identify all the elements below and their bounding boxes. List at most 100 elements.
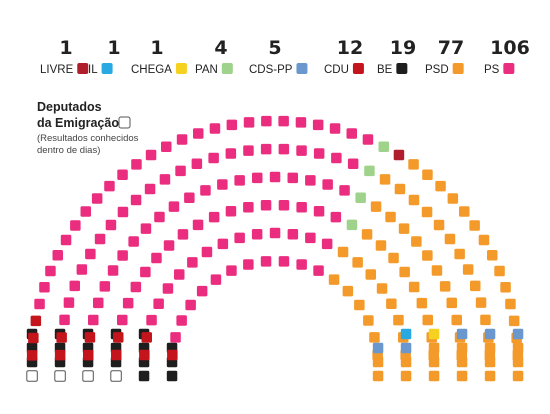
seat-ps [313,206,325,217]
seat-psd [369,332,380,343]
seat-ps [329,123,341,134]
seat-ps [88,314,99,326]
seat-psd [328,274,340,285]
seat-ps [45,265,56,277]
seat-ps [104,180,115,192]
seat-psd [398,223,410,234]
legend-swatch-cdu [352,63,364,74]
note-title-line1: Deputados [37,100,102,114]
seat-psd [456,356,468,368]
seat-cds-pp [400,342,412,354]
seat-ps [278,256,290,267]
seat-psd [416,297,428,309]
legend-label-pan: PAN [195,64,218,76]
seat-psd [447,193,459,204]
seat-ps [176,315,187,326]
seat-cdu [111,349,122,361]
seat-psd [376,283,388,294]
seat-psd [400,370,412,382]
seat-ps [269,227,281,239]
seat-psd [456,370,468,382]
seat-ps [131,159,142,170]
seat-ps [330,211,342,223]
seat-ps [184,192,195,203]
seat-psd [370,201,382,212]
seat-ps [278,200,290,211]
seat-ps [312,119,324,131]
seat-psd [470,280,481,292]
seat-pan [378,141,389,152]
seat-ps [208,211,220,223]
seat-psd [494,265,505,277]
seat-ps [122,297,134,309]
seat-psd [428,356,440,368]
seat-ps [191,158,203,169]
seat-cdu [141,332,152,343]
seat-psd [385,211,396,223]
seat-psd [400,356,412,368]
seat-psd [411,236,422,247]
legend-label-ps: PS [484,64,500,76]
seat-ps [59,314,70,326]
seat-ps [278,115,289,127]
seat-ps [243,259,254,270]
seat-ps [93,297,104,309]
seat-ps [251,229,263,240]
seat-ps [144,183,156,195]
seat-emigration [82,370,94,382]
seat-be [166,370,178,382]
seat-ps [34,298,45,310]
seat-ps [225,148,237,159]
seat-ps [362,134,374,145]
seat-ps [63,297,75,308]
seat-cds-pp [484,328,496,340]
seat-cdu [167,349,178,361]
legend-label-psd: PSD [425,64,449,76]
seat-psd [422,169,433,180]
seat-ps [176,134,188,145]
seat-be [138,370,150,382]
seat-ps [305,232,316,244]
seat-psd [428,370,440,382]
seat-psd [469,220,480,231]
seat-ps [208,152,219,164]
seat-psd [444,233,456,245]
seat-psd [421,206,433,218]
seat-ps [193,128,204,139]
seat-ps [128,236,139,247]
seat-psd [484,342,496,354]
seat-ps [210,274,222,285]
legend-label-cdu: CDU [324,64,349,76]
seat-psd [454,248,465,260]
seat-ps [159,174,171,185]
seat-ps [168,201,180,212]
seat-psd [478,234,490,246]
seat-ps [192,219,204,231]
seat-ps [260,143,272,155]
seat-psd [372,356,384,368]
seat-ps [313,148,325,159]
seat-ps [226,119,238,131]
seat-cdu [54,349,66,361]
seat-psd [342,285,354,297]
seat-ps [287,229,299,240]
seat-psd [399,266,410,278]
seat-psd [422,250,433,261]
seat-ps [252,172,263,184]
seat-ps [161,141,172,152]
seat-psd [363,315,374,326]
seat-ps [243,202,254,213]
seat-cdu [139,349,150,361]
seat-psd [408,194,420,206]
seat-cdu [28,332,39,344]
seat-ps [177,229,189,240]
seat-psd [484,370,496,382]
seat-ps [278,143,290,155]
seat-ps [80,206,91,217]
seat-cdu [84,332,96,343]
seat-ps [261,115,272,127]
seat-ps [175,165,186,177]
seat-ps [347,158,359,169]
seat-ps [196,285,208,297]
seat-psd [372,370,384,382]
